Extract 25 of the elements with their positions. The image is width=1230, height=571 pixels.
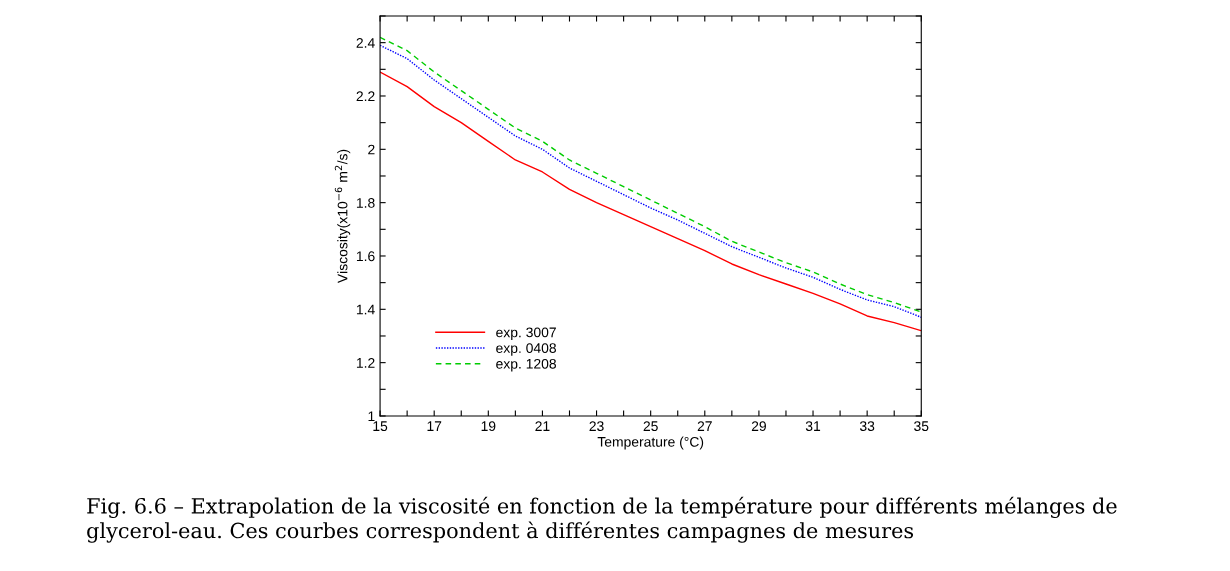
y-axis-title: Viscosity(x10$^{−6}$ m$^{2}$/s) (334, 149, 351, 284)
legend-label: exp. 0408 (496, 343, 556, 356)
y-tick-label: 1.4 (356, 304, 375, 315)
y-tick-label: 2.4 (356, 37, 375, 48)
x-tick-label: 23 (589, 421, 604, 432)
x-tick-label: 15 (373, 421, 388, 432)
x-tick-label: 19 (481, 421, 496, 432)
y-tick-label: 1 (368, 411, 375, 422)
x-tick-label: 25 (643, 421, 658, 432)
y-tick-label: 1.6 (356, 251, 375, 262)
x-tick-label: 33 (859, 421, 875, 432)
x-tick-label: 21 (535, 421, 550, 431)
x-axis-title: Temperature (°C) (597, 436, 704, 450)
x-tick-label: 31 (805, 421, 821, 432)
x-tick-label: 17 (427, 421, 442, 431)
legend-label: exp. 3007 (496, 327, 556, 341)
y-tick-label: 2 (368, 144, 375, 155)
x-tick-label: 27 (697, 421, 712, 431)
x-tick-label: 29 (751, 421, 766, 432)
x-tick-label: 35 (914, 421, 929, 432)
y-tick-label: 1.8 (356, 197, 375, 208)
y-tick-label: 1.2 (356, 357, 375, 368)
legend-label: exp. 1208 (496, 358, 556, 372)
caption: Fig. 6.6 – Extrapolation de la viscosité en fonction de la température pour différents mélanges de glycerol-eau. Ces courbes correspondent à différentes campagnes de mesures (87, 496, 1117, 543)
y-tick-label: 2.2 (356, 91, 375, 102)
